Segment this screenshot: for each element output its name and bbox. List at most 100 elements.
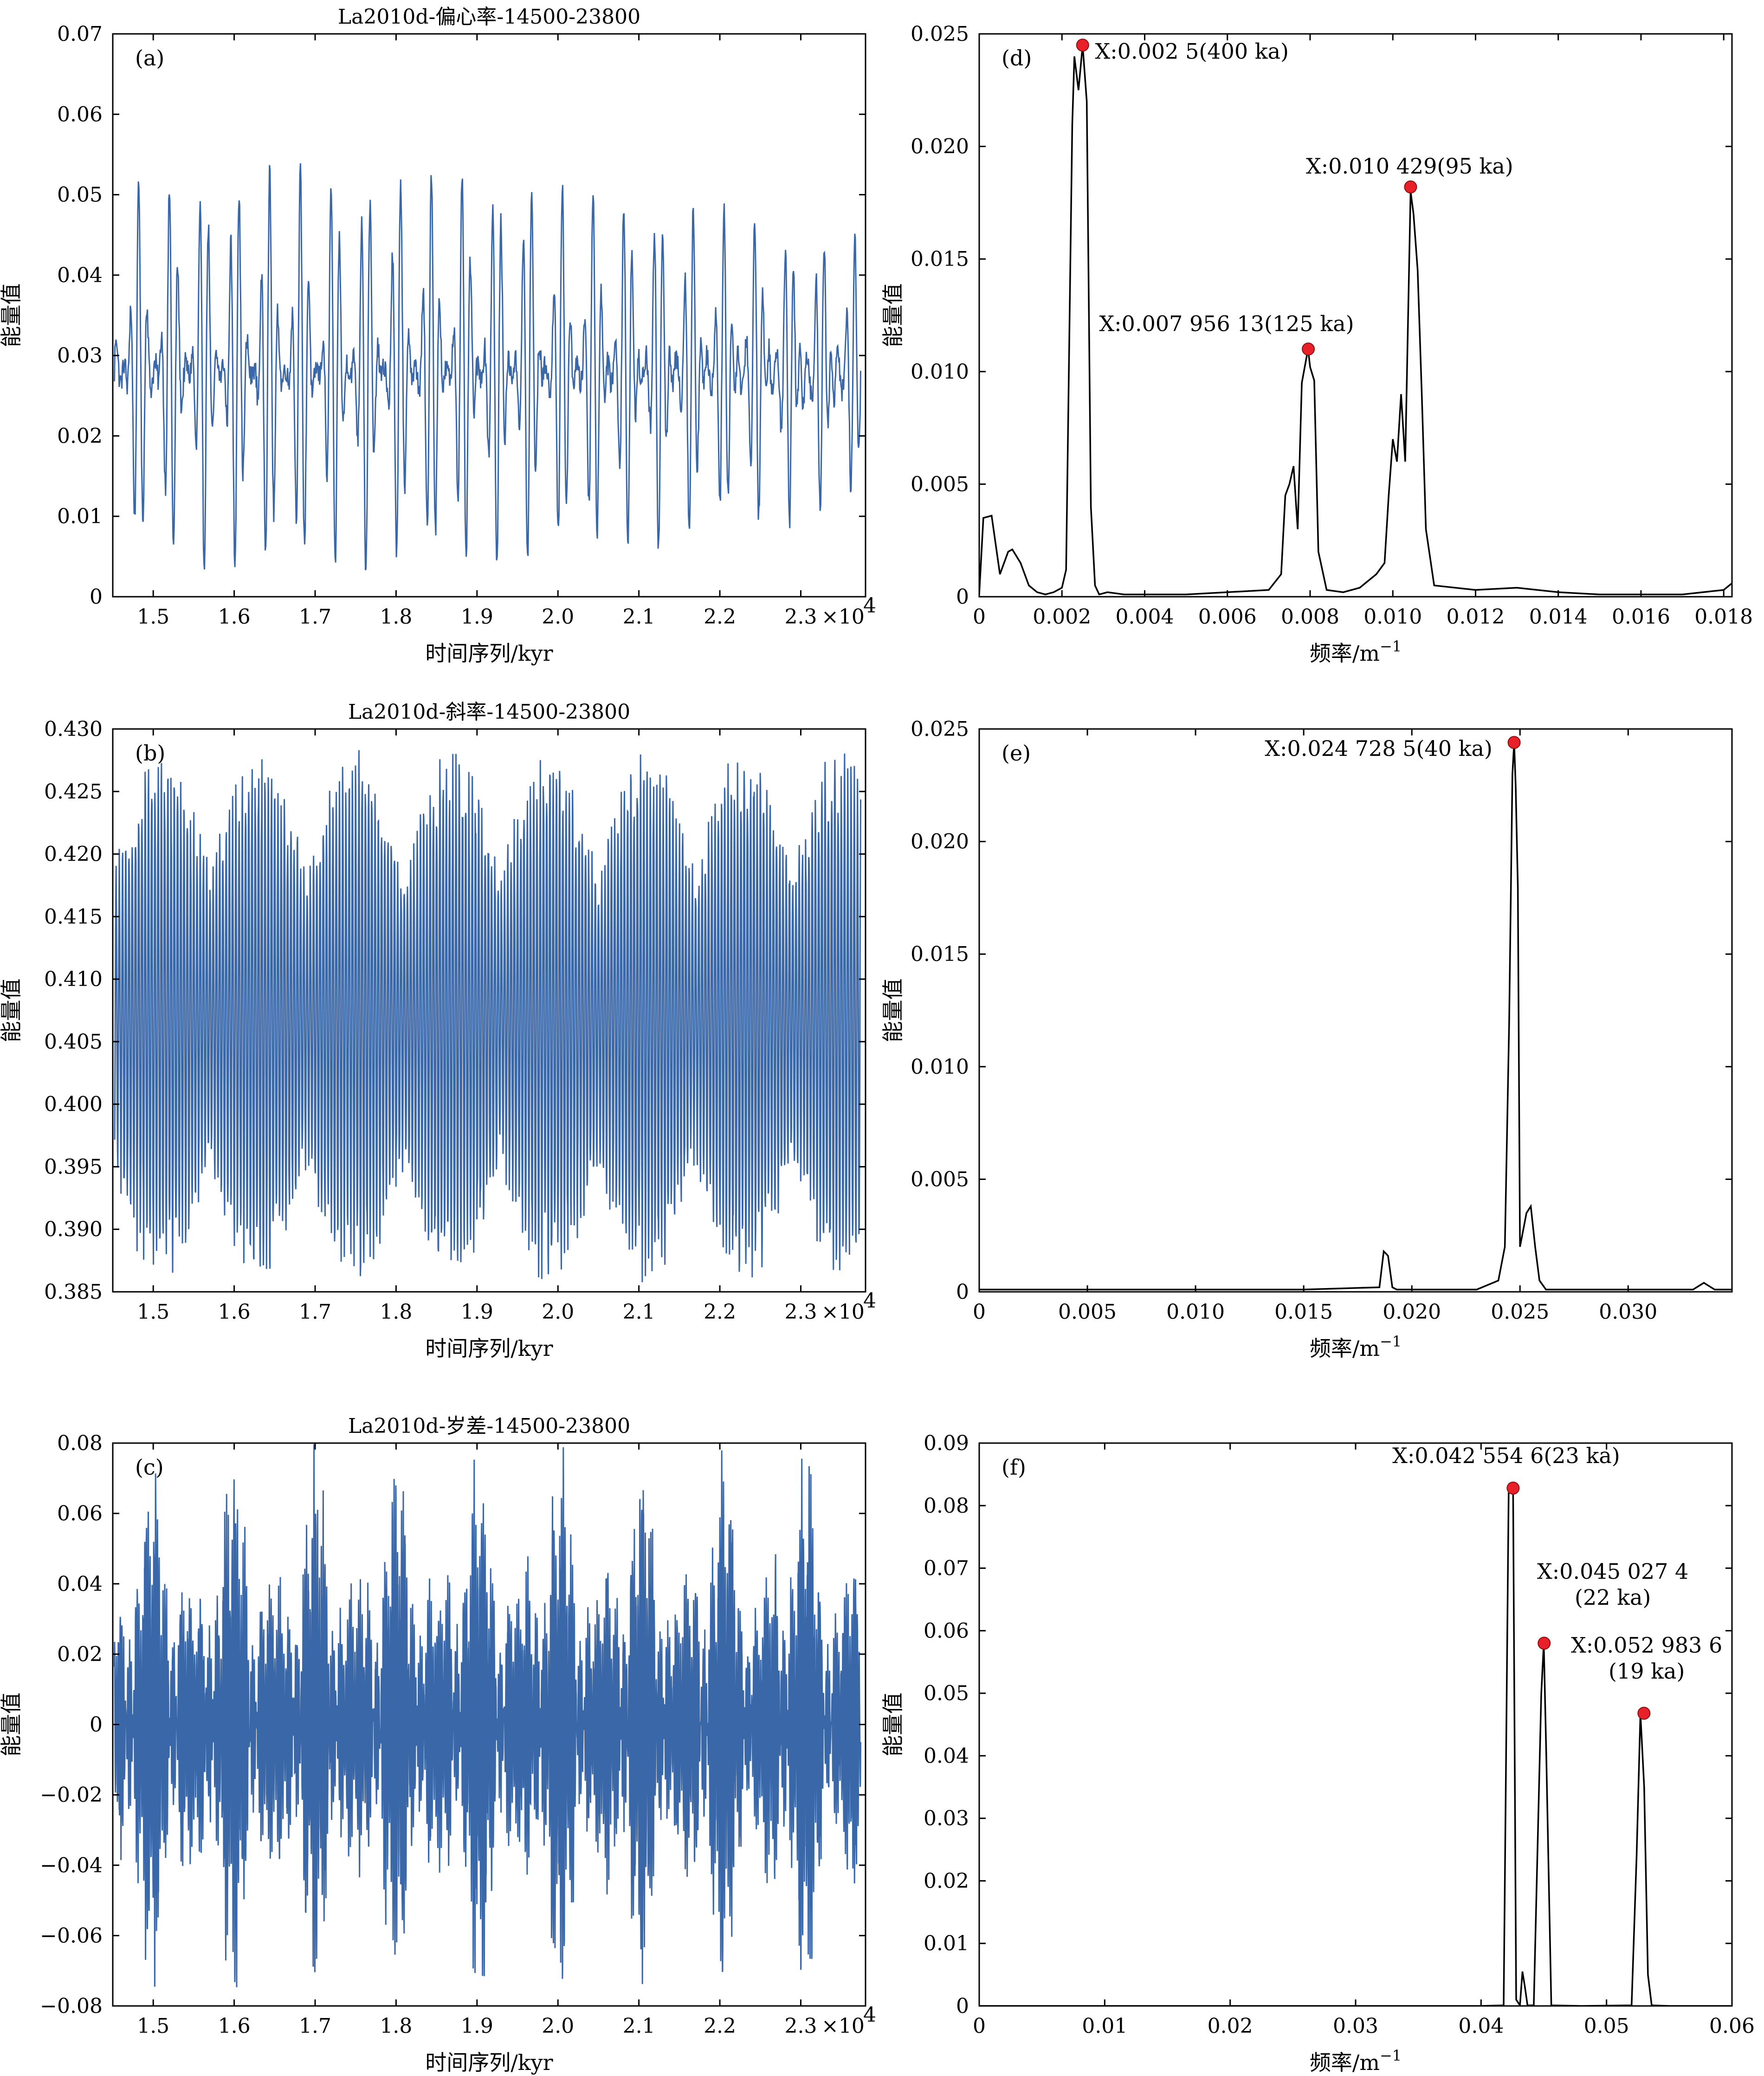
y-tick-label: 0.06: [57, 103, 103, 126]
y-tick-label: 0.08: [57, 1431, 103, 1455]
peak-marker: [1404, 180, 1417, 193]
y-tick-label: 0.07: [57, 22, 103, 46]
x-tick-label: 1.7: [299, 1300, 331, 1324]
peak-annotation: X:0.042 554 6(23 ka): [1392, 1443, 1620, 1468]
y-axis-label: 能量值: [880, 979, 905, 1043]
series-line: [979, 742, 1732, 1290]
x-tick-label: 0.004: [1115, 605, 1174, 629]
y-tick-label: 0.395: [44, 1155, 103, 1179]
y-tick-label: 0: [956, 1994, 969, 2018]
series-line: [979, 45, 1732, 596]
x-tick-label: 1.7: [299, 605, 331, 629]
x-tick-label: 0.02: [1208, 2014, 1253, 2038]
x-tick-label: 0.008: [1281, 605, 1339, 629]
peak-annotation: X:0.045 027 4 (22 ka): [1537, 1559, 1688, 1610]
x-tick-label: 0.002: [1033, 605, 1091, 629]
plot-frame: [978, 33, 1733, 598]
x-tick-label: 1.6: [218, 1300, 251, 1324]
y-tick-label: 0.430: [44, 717, 103, 741]
y-tick-label: 0.025: [911, 717, 969, 741]
panel-label: (f): [1002, 1455, 1026, 1480]
peak-annotation: X:0.002 5(400 ka): [1095, 39, 1289, 64]
x-exponent-power: 4: [863, 594, 876, 618]
y-axis-label: 能量值: [880, 1693, 905, 1757]
x-tick-label: 0: [973, 1300, 986, 1324]
x-tick-label: 0.01: [1082, 2014, 1127, 2038]
x-tick-label: 0.010: [1166, 1300, 1225, 1324]
x-tick-label: 0.016: [1612, 605, 1670, 629]
x-exponent-label: ×10: [821, 2014, 865, 2038]
x-tick-label: 2.1: [623, 2014, 655, 2038]
x-axis-label: 频率/m−1: [1310, 638, 1402, 666]
y-tick-label: 0.020: [911, 135, 969, 159]
x-tick-label: 0.025: [1491, 1300, 1549, 1324]
panel-label: (a): [135, 45, 164, 71]
x-axis-label: 时间序列/kyr: [425, 641, 553, 666]
plot-frame: [978, 728, 1733, 1293]
x-tick-label: 0.010: [1363, 605, 1422, 629]
x-tick-label: 1.9: [461, 605, 493, 629]
y-tick-label: 0.03: [924, 1807, 969, 1831]
y-tick-label: 0.05: [924, 1682, 969, 1705]
peak-annotation: X:0.052 983 6 (19 ka): [1571, 1633, 1722, 1684]
y-tick-label: 0.02: [57, 424, 103, 448]
series-line: [114, 1444, 861, 1987]
y-tick-label: 0.02: [924, 1869, 969, 1893]
chart-title: La2010d-斜率-14500-23800: [348, 700, 630, 724]
series-line: [979, 1486, 1732, 2006]
x-tick-label: 1.8: [380, 605, 412, 629]
y-tick-label: 0.020: [911, 830, 969, 854]
x-tick-label: 0.012: [1446, 605, 1505, 629]
plot-frame: [112, 33, 866, 598]
x-tick-label: 1.9: [461, 2014, 493, 2038]
x-tick-label: 1.6: [218, 605, 251, 629]
y-axis-label: 能量值: [0, 979, 24, 1043]
y-tick-label: 0.410: [44, 967, 103, 991]
x-tick-label: 1.9: [461, 1300, 493, 1324]
x-exponent-label: ×10: [821, 605, 865, 629]
peak-annotation: X:0.007 956 13(125 ka): [1099, 311, 1354, 336]
x-tick-label: 0: [973, 605, 986, 629]
plot-frame: [112, 728, 866, 1293]
panel-label: (d): [1002, 45, 1032, 71]
x-tick-label: 1.5: [137, 2014, 169, 2038]
y-tick-label: 0.04: [57, 1572, 103, 1596]
x-axis-label: 频率/m−1: [1310, 2047, 1402, 2075]
chart-panel-e: 0 0.005 0.010 0.015 0.020 0.025 0.030 0 0.005 0.0…: [880, 717, 1733, 1361]
x-tick-label: 0.005: [1058, 1300, 1117, 1324]
x-tick-label: 2.3: [784, 605, 817, 629]
y-axis-label: 能量值: [0, 284, 24, 348]
y-tick-label: 0.405: [44, 1030, 103, 1054]
peak-marker: [1076, 39, 1089, 52]
chart-panel-b: 1.5 1.6 1.7 1.8 1.9 2.0 2.1 2.2 2.3 0.385 0.390 0.3…: [0, 700, 876, 1361]
y-tick-label: −0.02: [40, 1783, 103, 1807]
x-exponent-power: 4: [863, 2003, 876, 2027]
chart-panel-c: 1.5 1.6 1.7 1.8 1.9 2.0 2.1 2.2 2.3 −0.08 −0.06 −0.…: [0, 1414, 876, 2075]
y-tick-label: 0.04: [57, 264, 103, 287]
x-tick-label: 2.1: [623, 1300, 655, 1324]
x-tick-label: 2.2: [704, 2014, 736, 2038]
x-tick-label: 1.5: [137, 1300, 169, 1324]
x-tick-label: 1.6: [218, 2014, 251, 2038]
chart-panel-f: 0 0.01 0.02 0.03 0.04 0.05 0.06 0 0.01 0.02 0.03 0.…: [880, 1431, 1755, 2075]
x-tick-label: 0.014: [1529, 605, 1588, 629]
x-axis-label: 时间序列/kyr: [425, 1336, 553, 1361]
y-tick-label: 0.06: [924, 1619, 969, 1643]
y-tick-label: 0.04: [924, 1744, 969, 1768]
y-tick-label: 0: [90, 1713, 103, 1737]
chart-panel-a: 1.5 1.6 1.7 1.8 1.9 2.0 2.1 2.2 2.3 0 0.01 0.02 0.03…: [0, 5, 876, 666]
y-tick-label: −0.08: [40, 1994, 103, 2018]
peak-annotation: X:0.024 728 5(40 ka): [1265, 736, 1493, 761]
y-tick-label: 0.06: [57, 1502, 103, 1526]
x-tick-label: 0.006: [1198, 605, 1257, 629]
y-tick-label: 0.385: [44, 1280, 103, 1304]
x-tick-label: 0.030: [1599, 1300, 1657, 1324]
y-tick-label: 0.010: [911, 1055, 969, 1079]
y-tick-label: −0.06: [40, 1924, 103, 1947]
x-tick-label: 2.3: [784, 2014, 817, 2038]
peak-marker: [1637, 1707, 1651, 1720]
series-line: [114, 750, 861, 1283]
y-tick-label: 0.05: [57, 183, 103, 207]
x-tick-label: 2.2: [704, 605, 736, 629]
